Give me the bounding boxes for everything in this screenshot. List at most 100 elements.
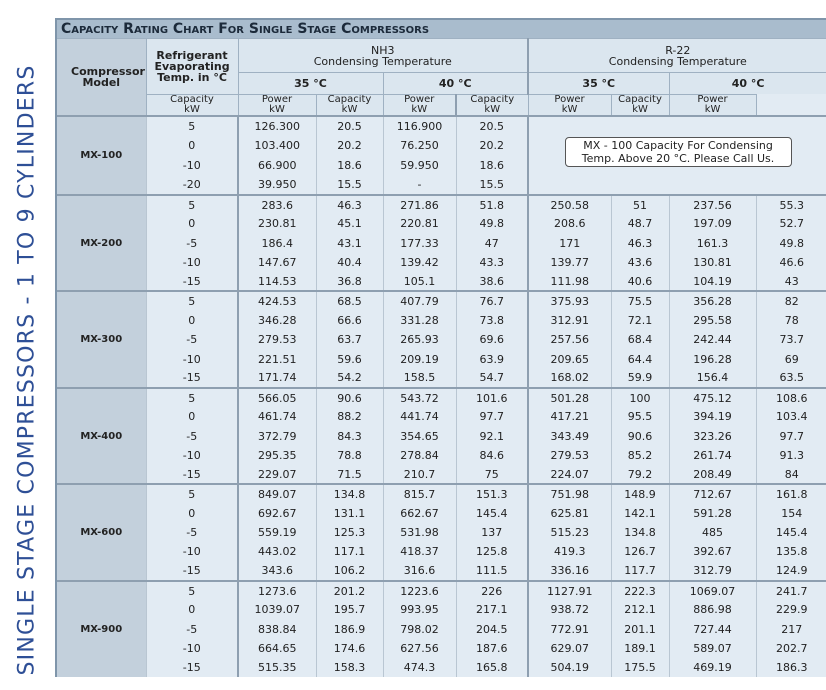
data-row: -15 171.74 54.2 158.5 54.7 168.02 59.9 156.4 63.…	[56, 368, 826, 388]
evap-temp: -10	[145, 349, 238, 369]
value-cell: 104.19	[668, 272, 757, 292]
value-cell: 815.7	[382, 483, 456, 504]
value-cell: 142.1	[610, 503, 670, 524]
capacity-header: Capacity kW	[145, 94, 239, 117]
data-row: -10 66.900 18.6 59.950 18.6	[56, 155, 826, 176]
evap-temp: 0	[145, 214, 238, 234]
value-cell: 135.8	[755, 542, 826, 562]
value-cell: 59.9	[610, 368, 670, 388]
power-header: Power kW	[382, 94, 457, 117]
capacity-label: Capacity	[327, 94, 372, 105]
value-cell: 43.6	[610, 252, 670, 273]
value-cell: 95.5	[610, 407, 670, 427]
value-cell: 174.6	[315, 638, 383, 659]
data-row: -10 295.35 78.8 278.84 84.6 279.53 85.2 261.74 9…	[56, 445, 826, 466]
value-cell: 130.81	[668, 252, 757, 273]
note-cell: MX - 100 Capacity For Condensing Temp. A…	[527, 115, 826, 195]
capacity-header: Capacity kW	[454, 94, 529, 117]
value-cell: 108.6	[755, 386, 826, 408]
value-cell: 85.2	[610, 445, 670, 466]
value-cell: 443.02	[237, 542, 316, 562]
evap-temp: -15	[145, 272, 238, 292]
evap-temp: 5	[145, 483, 238, 504]
capacity-label: Capacity	[470, 94, 515, 105]
group-header: R-22 Condensing Temperature	[527, 38, 826, 73]
evap-temp: -10	[145, 638, 238, 659]
value-cell: 68.4	[610, 330, 670, 350]
value-cell: 591.28	[668, 503, 757, 524]
value-cell: 469.19	[668, 658, 757, 678]
rating-table: Compressor Model Refrigerant Evaporating …	[55, 38, 826, 678]
evap-temp: 0	[145, 600, 238, 620]
value-cell: 40.4	[315, 252, 383, 273]
value-cell: 72.1	[610, 310, 670, 331]
header-row: Capacity kW Power kW Capacity kW Power kW Capaci…	[56, 94, 826, 117]
value-cell: 47	[455, 233, 529, 253]
value-cell: 51.8	[455, 193, 529, 215]
value-cell: 559.19	[237, 523, 316, 543]
value-cell: 1069.07	[668, 579, 757, 601]
value-cell: 84.6	[455, 445, 529, 466]
value-cell: 40.6	[610, 272, 670, 292]
group-name: R-22	[665, 43, 691, 57]
value-cell: 171	[527, 233, 612, 253]
value-cell: 419.3	[527, 542, 612, 562]
value-cell: 212.1	[610, 600, 670, 620]
data-row: -15 515.35 158.3 474.3 165.8 504.19 175.5 469.1…	[56, 658, 826, 678]
value-cell: 100	[610, 386, 670, 408]
value-cell: 43.3	[455, 252, 529, 273]
value-cell: 97.7	[755, 426, 826, 446]
value-cell: 52.7	[755, 214, 826, 234]
value-cell: 242.44	[668, 330, 757, 350]
value-cell: 165.8	[455, 658, 529, 678]
value-cell: 97.7	[455, 407, 529, 427]
value-cell: 46.3	[610, 233, 670, 253]
capacity-label: Capacity	[170, 94, 214, 105]
value-cell: 798.02	[382, 619, 456, 639]
value-cell: 46.6	[755, 252, 826, 273]
value-cell: 407.79	[382, 290, 456, 311]
value-cell: 78	[755, 310, 826, 331]
value-cell: 186.4	[237, 233, 316, 253]
unit-label: kW	[411, 104, 428, 115]
data-row: -5 186.4 43.1 177.33 47 171 46.3 161.3 49.8	[56, 233, 826, 253]
value-cell: 692.67	[237, 503, 316, 524]
value-cell: 90.6	[315, 386, 383, 408]
value-cell: 1223.6	[382, 579, 456, 601]
value-cell: 627.56	[382, 638, 456, 659]
value-cell: 295.35	[237, 445, 316, 466]
value-cell: 75.5	[610, 290, 670, 311]
data-row: -5 559.19 125.3 531.98 137 515.23 134.8 485 145.…	[56, 523, 826, 543]
evap-temp: -5	[145, 233, 238, 253]
value-cell: 103.4	[755, 407, 826, 427]
data-row: 0 692.67 131.1 662.67 145.4 625.81 142.1 591.28…	[56, 503, 826, 524]
value-cell: 151.3	[455, 483, 529, 504]
data-row: 0 1039.07 195.7 993.95 217.1 938.72 212.1 886.9…	[56, 600, 826, 620]
value-cell: 49.8	[455, 214, 529, 234]
value-cell: 220.81	[382, 214, 456, 234]
value-cell: 283.6	[237, 193, 316, 215]
value-cell: 168.02	[527, 368, 612, 388]
value-cell: 417.21	[527, 407, 612, 427]
value-cell: 461.74	[237, 407, 316, 427]
value-cell: 126.300	[237, 115, 316, 136]
value-cell: 147.67	[237, 252, 316, 273]
value-cell: 279.53	[237, 330, 316, 350]
model-header: Compressor Model	[55, 38, 147, 117]
data-row: -20 39.950 15.5-15.5	[56, 175, 826, 195]
value-cell: 161.8	[755, 483, 826, 504]
value-cell: 217.1	[455, 600, 529, 620]
evap-temp: -5	[145, 619, 238, 639]
value-cell: 158.5	[382, 368, 456, 388]
evap-temp: -10	[145, 445, 238, 466]
value-cell: 131.1	[315, 503, 383, 524]
temp-label: 40 °C	[668, 72, 826, 95]
value-cell: 145.4	[455, 503, 529, 524]
value-cell: 92.1	[455, 426, 529, 446]
data-row: -5 279.53 63.7 265.93 69.6 257.56 68.4 242.44 73…	[56, 330, 826, 350]
evap-temp: -15	[145, 465, 238, 485]
value-cell: 261.74	[668, 445, 757, 466]
value-cell: 271.86	[382, 193, 456, 215]
value-cell: 1273.6	[237, 579, 316, 601]
value-cell: 59.950	[382, 155, 456, 176]
